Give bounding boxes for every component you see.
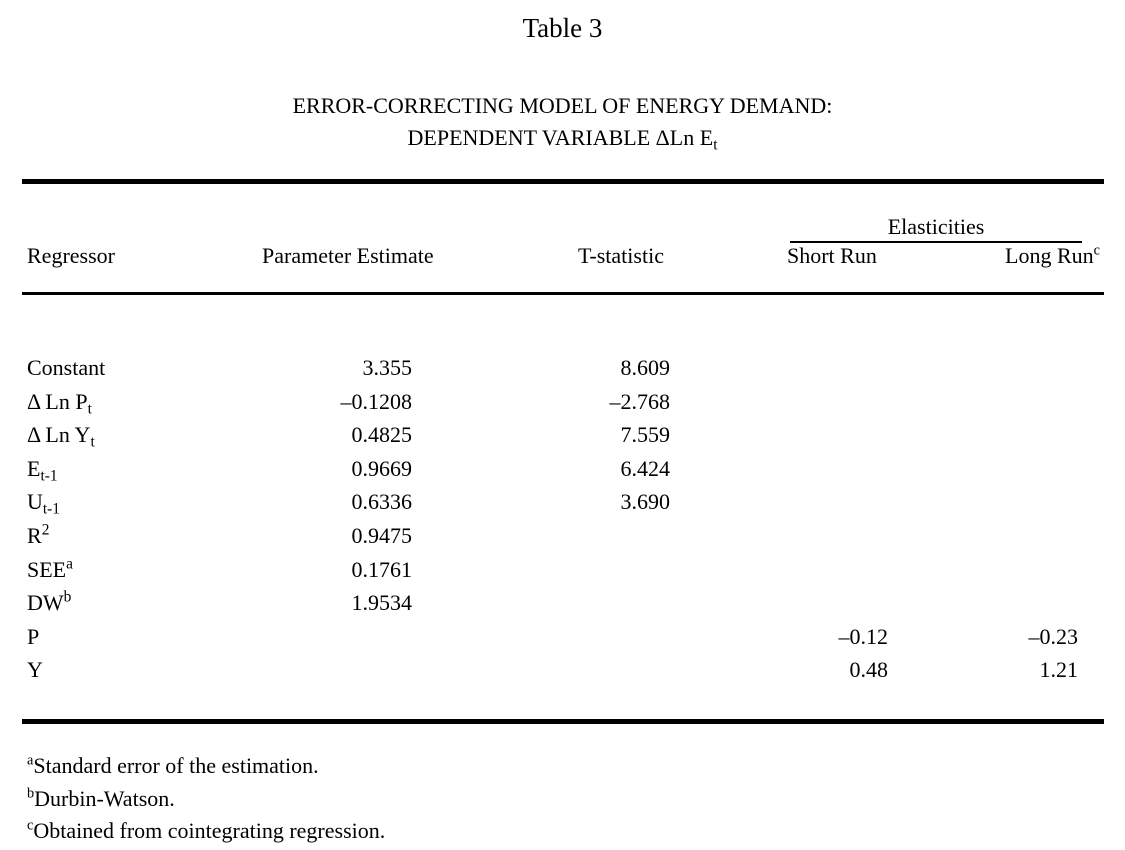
column-header-regressor: Regressor [27, 243, 115, 268]
table-number: Table 3 [522, 13, 603, 43]
column-header-long-run: Long Runc [1005, 243, 1100, 269]
row-label-subscript: t [87, 400, 92, 418]
footnote-c-mark: c [27, 817, 34, 834]
parameter-estimate-cell: 0.9669 [351, 456, 413, 481]
long-run-cell: 1.21 [1039, 657, 1079, 682]
footnote-a-text: Standard error of the estimation. [33, 753, 319, 778]
row-label-superscript: b [63, 588, 72, 606]
row-label-text: Δ Ln Y [27, 422, 91, 447]
row-label-subscript: t-1 [42, 500, 60, 518]
row-label-text: E [27, 456, 41, 481]
top-rule [22, 179, 1104, 184]
elasticities-group-header: Elasticities [790, 214, 1082, 244]
parameter-estimate-cell: –0.1208 [340, 389, 413, 414]
elasticities-underline [790, 241, 1082, 243]
parameter-estimate-cell: 0.6336 [351, 489, 413, 514]
footnote-b-mark: b [27, 785, 35, 802]
long-run-footnote-mark: c [1093, 242, 1100, 259]
parameter-estimate-cell: 0.4825 [351, 422, 413, 447]
table-heading-line-1: ERROR-CORRECTING MODEL OF ENERGY DEMAND: [292, 93, 833, 118]
long-run-label: Long Run [1005, 243, 1094, 268]
row-label-text: R [27, 523, 42, 548]
row-label-cell: Constant [27, 355, 105, 381]
long-run-cell: –0.23 [1028, 624, 1079, 649]
parameter-estimate-cell: 1.9534 [351, 590, 413, 615]
footnote-b-text: Durbin-Watson. [34, 786, 175, 811]
parameter-estimate-cell: 0.1761 [351, 557, 413, 582]
footnote-c-text: Obtained from cointegrating regression. [33, 818, 386, 843]
table-heading-line-2: DEPENDENT VARIABLE ΔLn Et [0, 125, 1125, 154]
row-label-cell: SEEa [27, 555, 73, 583]
heading-line-2-text: DEPENDENT VARIABLE ΔLn E [407, 125, 714, 150]
elasticities-label: Elasticities [887, 214, 985, 239]
bottom-rule [22, 719, 1104, 724]
t-statistic-cell: –2.768 [609, 389, 671, 414]
row-label-text: P [27, 624, 40, 649]
short-run-cell: 0.48 [849, 657, 889, 682]
t-statistic-cell: 7.559 [620, 422, 671, 447]
column-header-t-statistic: T-statistic [578, 243, 664, 268]
row-label-superscript: 2 [41, 521, 50, 539]
row-label-cell: Δ Ln Yt [27, 422, 95, 451]
row-label-cell: Y [27, 657, 43, 683]
row-label-text: Y [27, 657, 43, 682]
header-rule [22, 292, 1104, 295]
row-label-subscript: t [90, 433, 95, 451]
parameter-estimate-cell: 3.355 [362, 355, 413, 380]
column-header-short-run: Short Run [787, 243, 877, 268]
row-label-cell: Et-1 [27, 456, 58, 485]
heading-line-2-subscript: t [713, 136, 718, 154]
footnote-a: aStandard error of the estimation. [27, 753, 319, 779]
row-label-cell: DWb [27, 588, 72, 616]
parameter-estimate-cell: 0.9475 [351, 523, 413, 548]
row-label-text: Constant [27, 355, 106, 380]
row-label-cell: R2 [27, 521, 50, 549]
row-label-subscript: t-1 [40, 467, 58, 485]
row-label-cell: Δ Ln Pt [27, 389, 92, 418]
footnote-c: cObtained from cointegrating regression. [27, 818, 385, 844]
row-label-cell: P [27, 624, 39, 650]
row-label-text: Δ Ln P [27, 389, 88, 414]
t-statistic-cell: 6.424 [620, 456, 671, 481]
row-label-text: U [27, 489, 43, 514]
short-run-cell: –0.12 [838, 624, 889, 649]
row-label-superscript: a [66, 555, 73, 573]
footnote-b: bDurbin-Watson. [27, 786, 175, 812]
t-statistic-cell: 3.690 [620, 489, 671, 514]
row-label-text: DW [27, 590, 64, 615]
footnote-a-mark: a [27, 752, 34, 769]
row-label-text: SEE [27, 557, 67, 582]
column-header-parameter-estimate: Parameter Estimate [262, 243, 434, 268]
t-statistic-cell: 8.609 [620, 355, 671, 380]
row-label-cell: Ut-1 [27, 489, 60, 518]
